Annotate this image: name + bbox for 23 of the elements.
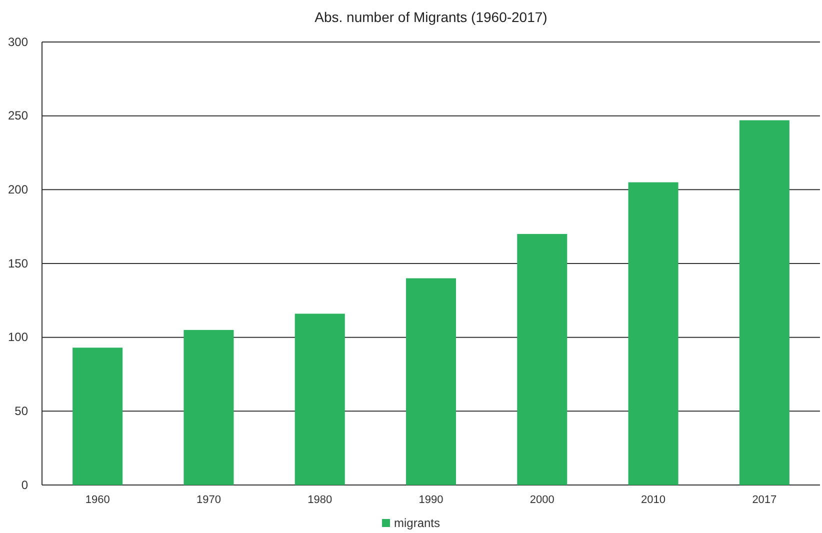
y-tick-label: 150 — [8, 256, 28, 270]
x-tick-label: 1980 — [308, 494, 332, 506]
y-tick-label: 200 — [8, 182, 28, 197]
y-tick-label: 250 — [8, 108, 28, 123]
x-tick-label: 1990 — [418, 494, 444, 506]
bar — [517, 234, 568, 485]
bar — [406, 278, 456, 485]
legend-label: migrants — [394, 516, 440, 530]
x-tick-label: 1960 — [85, 494, 110, 506]
y-tick-label: 100 — [8, 330, 28, 344]
bar — [294, 314, 345, 485]
bar — [739, 120, 790, 485]
x-tick-label: 2017 — [752, 494, 777, 506]
y-tick-label: 50 — [14, 404, 28, 418]
x-tick-label: 2000 — [530, 494, 554, 506]
bar — [184, 330, 234, 485]
x-tick-label: 2010 — [641, 494, 666, 506]
chart-title: Abs. number of Migrants (1960-2017) — [314, 9, 548, 25]
x-tick-label: 1970 — [196, 494, 221, 506]
bar — [72, 348, 123, 485]
bar — [628, 182, 678, 485]
y-tick-label: 0 — [21, 478, 28, 492]
y-tick-label: 300 — [8, 34, 28, 49]
